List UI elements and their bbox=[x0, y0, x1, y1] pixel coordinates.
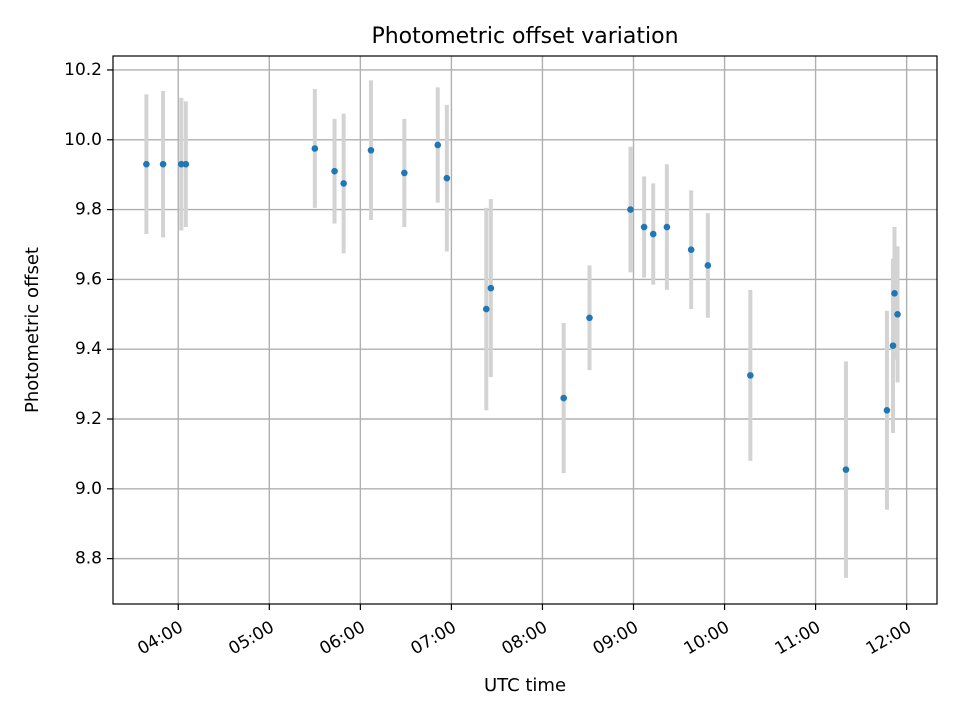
data-points bbox=[143, 141, 901, 473]
data-point bbox=[182, 160, 190, 168]
y-tick-label: 9.0 bbox=[75, 479, 102, 499]
chart-title: Photometric offset variation bbox=[371, 24, 678, 49]
data-point bbox=[883, 406, 891, 414]
data-point bbox=[663, 223, 671, 231]
data-point bbox=[627, 206, 634, 213]
data-point bbox=[401, 169, 408, 177]
data-point bbox=[483, 305, 490, 313]
y-axis-ticks: 8.8 9.0 9.2 9.4 9.6 9.8 10.0 10.2 bbox=[64, 60, 113, 569]
y-tick-label: 9.8 bbox=[75, 200, 102, 220]
data-point bbox=[159, 160, 167, 168]
data-point bbox=[143, 160, 150, 168]
data-point bbox=[891, 290, 898, 297]
data-point bbox=[340, 180, 347, 187]
data-point bbox=[434, 141, 442, 149]
y-tick-label: 10.0 bbox=[64, 130, 102, 150]
y-tick-label: 10.2 bbox=[64, 60, 102, 80]
x-axis-label: UTC time bbox=[484, 675, 566, 696]
data-point bbox=[177, 160, 185, 168]
data-point bbox=[640, 223, 648, 231]
y-tick-label: 9.2 bbox=[75, 409, 102, 429]
data-point bbox=[331, 167, 338, 175]
data-point bbox=[586, 314, 593, 322]
data-point bbox=[747, 372, 754, 379]
data-point bbox=[687, 246, 695, 254]
data-point bbox=[487, 284, 495, 292]
data-point bbox=[367, 146, 375, 154]
data-point bbox=[894, 310, 901, 318]
y-tick-label: 9.6 bbox=[75, 269, 102, 289]
y-tick-label: 9.4 bbox=[75, 339, 102, 359]
data-point bbox=[842, 466, 850, 473]
data-point bbox=[649, 230, 657, 238]
data-point bbox=[704, 262, 712, 269]
data-point bbox=[560, 394, 567, 402]
y-axis-label: Photometric offset bbox=[22, 247, 43, 413]
data-point bbox=[443, 174, 451, 182]
data-point bbox=[889, 342, 897, 350]
axes-frame bbox=[112, 55, 938, 605]
y-tick-label: 8.8 bbox=[75, 549, 102, 569]
grid bbox=[113, 56, 937, 604]
data-point bbox=[311, 145, 319, 152]
